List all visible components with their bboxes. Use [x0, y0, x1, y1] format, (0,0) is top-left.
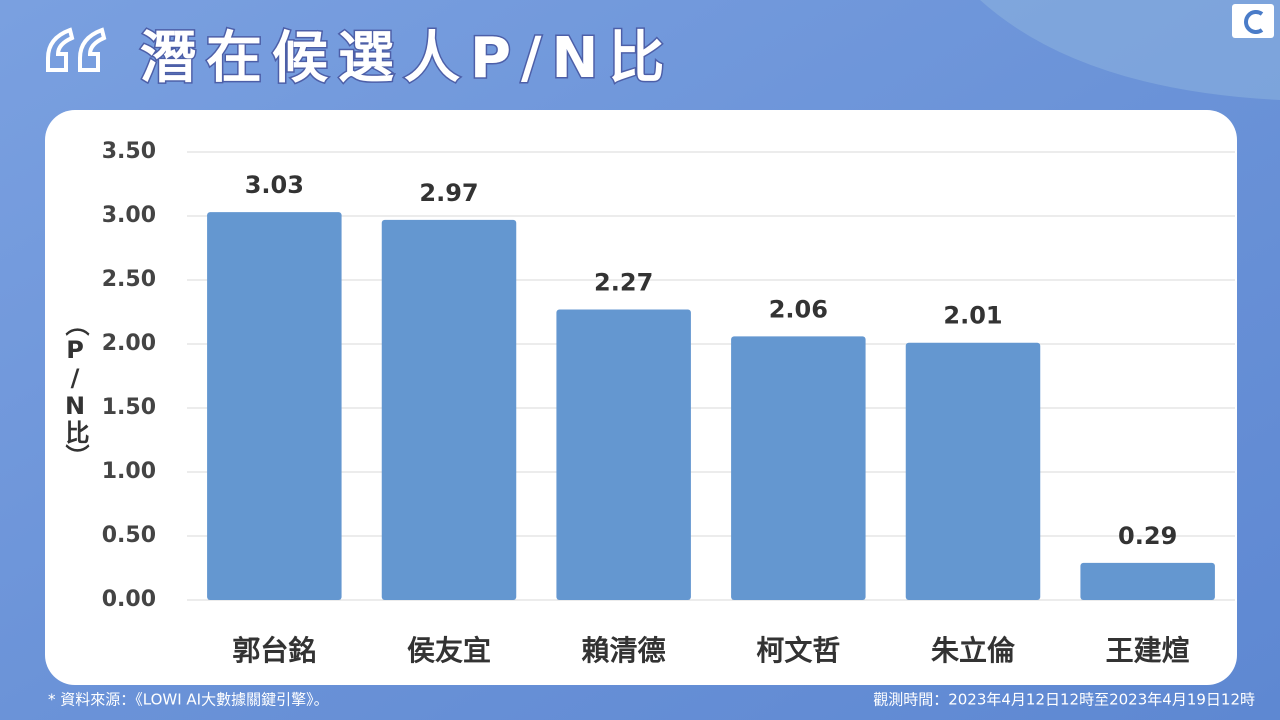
- bar: [1080, 562, 1215, 600]
- x-tick-label: 賴清德: [582, 634, 666, 667]
- quote-icon: [46, 27, 107, 72]
- logo-mark: [1244, 10, 1264, 34]
- value-label: 0.29: [1118, 522, 1177, 550]
- x-tick-label: 郭台銘: [232, 634, 316, 667]
- y-tick-label: 2.00: [102, 331, 156, 356]
- bar: [381, 219, 517, 600]
- value-label: 2.01: [943, 302, 1002, 330]
- bar: [556, 309, 691, 600]
- observation-note: 觀測時間：2023年4月12日12時至2023年4月19日12時: [873, 691, 1255, 709]
- x-tick-label: 柯文哲: [756, 634, 840, 667]
- bar: [207, 212, 342, 600]
- decoration: [980, 0, 1280, 100]
- x-tick-label: 朱立倫: [931, 634, 1016, 667]
- source-note: * 資料來源：《LOWI AI大數據關鍵引擎》。: [48, 691, 329, 709]
- value-label: 2.27: [594, 268, 653, 296]
- value-label: 2.06: [769, 295, 828, 323]
- bar: [905, 342, 1041, 600]
- y-tick-label: 3.00: [102, 203, 156, 228]
- logo: [1232, 4, 1274, 38]
- value-label: 2.97: [419, 179, 478, 207]
- x-tick-label: 侯友宜: [407, 634, 491, 667]
- y-tick-label: 1.00: [102, 459, 156, 484]
- x-tick-label: 王建煊: [1106, 634, 1190, 667]
- chart-title: 潛在候選人P/N比: [140, 26, 674, 91]
- bar: [731, 336, 866, 600]
- y-tick-label: 0.00: [102, 587, 156, 612]
- y-axis-label: （P/N比）: [61, 312, 89, 468]
- value-label: 3.03: [245, 171, 304, 199]
- y-tick-label: 3.50: [102, 139, 156, 164]
- y-tick-label: 2.50: [102, 267, 156, 292]
- y-tick-label: 0.50: [102, 523, 156, 548]
- y-tick-label: 1.50: [102, 395, 156, 420]
